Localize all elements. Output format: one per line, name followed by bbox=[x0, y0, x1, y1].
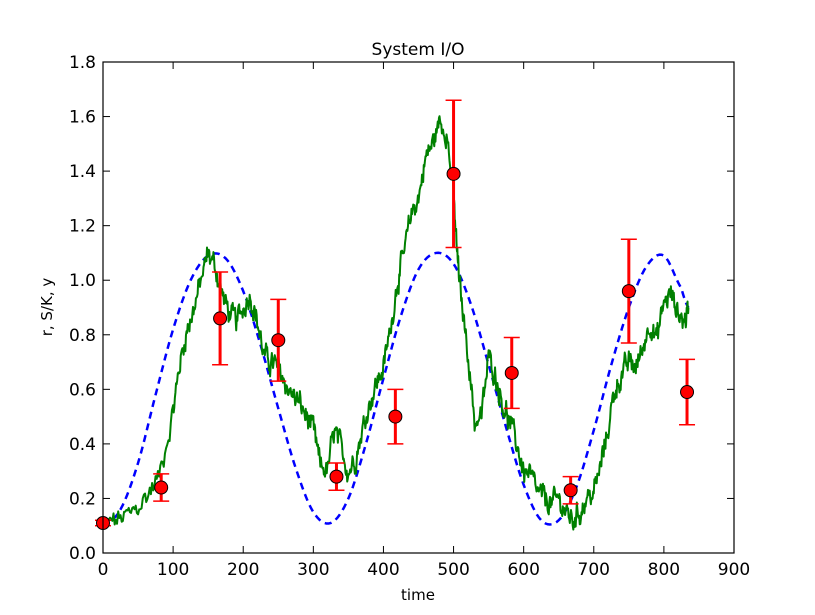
x-tick-label: 600 bbox=[507, 560, 539, 580]
y-tick-label: 1.8 bbox=[69, 53, 96, 73]
data-point-group bbox=[270, 298, 287, 382]
x-tick-label: 0 bbox=[98, 560, 109, 580]
data-point-group bbox=[153, 473, 170, 502]
data-point bbox=[213, 311, 228, 326]
data-point bbox=[504, 365, 519, 380]
y-tick-label: 1.4 bbox=[69, 162, 96, 182]
y-tick-label: 0.6 bbox=[69, 380, 96, 400]
y-tick-label: 0.2 bbox=[69, 489, 96, 509]
x-tick-label: 100 bbox=[157, 560, 189, 580]
x-axis-label: time bbox=[401, 586, 435, 604]
series-line-dashed bbox=[103, 251, 690, 527]
x-tick-label: 500 bbox=[437, 560, 469, 580]
y-tick-label: 0.8 bbox=[69, 326, 96, 346]
y-axis-label: r, S/K, y bbox=[38, 278, 56, 337]
y-tick-label: 0.4 bbox=[69, 435, 96, 455]
data-point bbox=[563, 483, 578, 498]
data-point-group bbox=[620, 238, 637, 344]
x-tick-label: 300 bbox=[297, 560, 329, 580]
data-point-group bbox=[503, 336, 520, 410]
x-tick-label: 700 bbox=[578, 560, 610, 580]
data-point-group bbox=[679, 358, 696, 426]
data-point bbox=[680, 385, 695, 400]
y-tick-label: 1.2 bbox=[69, 217, 96, 237]
x-tick-label: 800 bbox=[648, 560, 680, 580]
plot-area bbox=[95, 99, 696, 531]
x-tick-label: 200 bbox=[227, 560, 259, 580]
data-point-group bbox=[445, 99, 462, 249]
data-point bbox=[271, 333, 286, 348]
y-tick-label: 0.0 bbox=[69, 544, 96, 564]
data-point-group bbox=[387, 388, 404, 445]
data-point-group bbox=[562, 475, 579, 505]
chart-title: System I/O bbox=[372, 40, 465, 60]
data-point bbox=[446, 166, 461, 181]
data-point bbox=[621, 284, 636, 299]
data-point bbox=[329, 469, 344, 484]
axes: 0 100 200 300 400 500 600 700 800 900 0.0 0.2 0.4 0.6… bbox=[69, 53, 750, 580]
data-point-group bbox=[328, 462, 345, 492]
x-tick-label: 400 bbox=[367, 560, 399, 580]
data-point-group bbox=[212, 271, 229, 366]
x-tick-label: 900 bbox=[718, 560, 750, 580]
series-group bbox=[103, 115, 690, 531]
y-tick-label: 1.0 bbox=[69, 271, 96, 291]
data-point bbox=[154, 480, 169, 495]
y-tick-label: 1.6 bbox=[69, 108, 96, 128]
series-line-noisy bbox=[103, 115, 690, 531]
data-point bbox=[388, 409, 403, 424]
axes-frame bbox=[102, 61, 735, 554]
